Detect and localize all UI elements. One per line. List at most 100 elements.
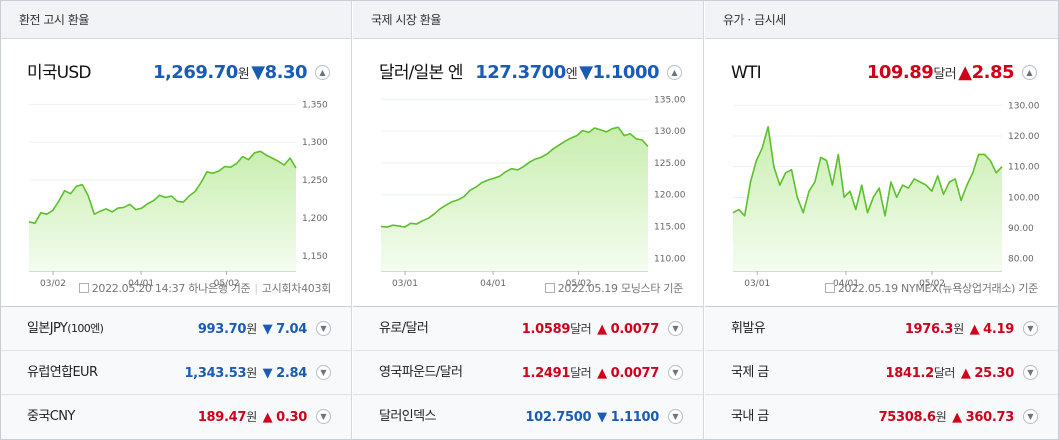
main-rate-panel[interactable]: 미국USD 1,269.70원 ▼8.30 ▲ 1,350 1,300 1,250 1,… <box>1 39 351 307</box>
item-unit: 원 <box>246 410 257 424</box>
y-tick-label: 1,200 <box>302 214 328 224</box>
column-oil-gold: 유가 · 금시세 WTI 109.89달러 ▲2.85 ▲ 130.00 120.0… <box>705 1 1058 439</box>
item-price: 1.2491 <box>521 366 571 381</box>
footer-date: 2022.05.20 14:37 하나은행 기준 <box>91 282 251 295</box>
chevron-down-icon[interactable]: ▼ <box>1023 321 1038 336</box>
series-area <box>29 151 296 271</box>
price-chart: 130.00 120.00 110.00 100.00 90.00 80.00 03/01 0… <box>732 101 1040 287</box>
x-tick-label: 04/01 <box>480 279 506 287</box>
document-icon <box>824 283 835 293</box>
series-area <box>733 126 1002 271</box>
column-header: 환전 고시 환율 <box>1 1 351 39</box>
document-icon <box>78 283 89 293</box>
list-item[interactable]: 국제 금 1841.2달러 ▲ 25.30 ▼ <box>705 351 1058 395</box>
list-item[interactable]: 국내 금 75308.6원 ▲ 360.73 ▼ <box>705 395 1058 439</box>
item-change: 0.30 <box>276 410 307 425</box>
item-value: 1976.3원 ▲ 4.19 <box>905 307 1014 352</box>
rate-list: 휘발유 1976.3원 ▲ 4.19 ▼ 국제 금 1841.2달러 ▲ 25.… <box>705 307 1058 439</box>
chevron-down-icon[interactable]: ▼ <box>668 409 683 424</box>
chevron-down-icon[interactable]: ▼ <box>316 321 331 336</box>
change-arrow-icon: ▲ <box>969 322 980 337</box>
chevron-down-icon[interactable]: ▼ <box>316 365 331 380</box>
column-header: 유가 · 금시세 <box>705 1 1058 39</box>
item-price: 1,343.53 <box>184 366 247 381</box>
x-tick-label: 03/02 <box>40 279 66 287</box>
chevron-down-icon[interactable]: ▼ <box>668 365 683 380</box>
item-price: 1976.3 <box>904 322 954 337</box>
footer-date: 2022.05.19 모닝스타 기준 <box>557 282 684 295</box>
y-tick-label: 1,350 <box>302 100 328 110</box>
chevron-down-icon[interactable]: ▼ <box>668 321 683 336</box>
item-name: 일본JPY <box>27 321 68 336</box>
item-name: 영국파운드/달러 <box>379 365 463 380</box>
item-change: 360.73 <box>965 410 1015 425</box>
series-line <box>28 150 297 225</box>
item-name: 국내 금 <box>731 409 769 424</box>
y-tick-label: 100.00 <box>1008 193 1040 203</box>
chevron-up-icon[interactable]: ▲ <box>1022 65 1037 80</box>
item-change: 0.0077 <box>610 322 660 337</box>
item-unit: 달러 <box>570 322 592 336</box>
footer-extra: 고시회차403회 <box>261 282 332 295</box>
rate-unit: 원 <box>237 67 250 82</box>
item-change: 2.84 <box>276 366 307 381</box>
item-unit: 원 <box>246 322 257 336</box>
list-item[interactable]: 영국파운드/달러 1.2491달러 ▲ 0.0077 ▼ <box>353 351 703 395</box>
item-sub: (100엔) <box>67 322 104 335</box>
chevron-down-icon[interactable]: ▼ <box>1023 365 1038 380</box>
rate-unit: 달러 <box>933 67 957 82</box>
main-rate-name: WTI <box>731 63 762 83</box>
item-unit: 원 <box>953 322 964 336</box>
list-item[interactable]: 중국CNY 189.47원 ▲ 0.30 ▼ <box>1 395 351 439</box>
price-chart: 1,350 1,300 1,250 1,200 1,150 03/02 04/01 05/02 <box>28 100 328 287</box>
item-unit: 달러 <box>933 366 956 380</box>
main-rate-name: 달러/일본 엔 <box>379 63 464 83</box>
main-rate-panel[interactable]: WTI 109.89달러 ▲2.85 ▲ 130.00 120.00 110.00 10… <box>705 39 1058 307</box>
x-tick-label: 04/01 <box>833 279 859 287</box>
item-name: 국제 금 <box>731 365 769 380</box>
chevron-down-icon[interactable]: ▼ <box>316 409 331 424</box>
list-item[interactable]: 일본JPY(100엔) 993.70원 ▼ 7.04 ▼ <box>1 307 351 351</box>
main-rate-name: 미국USD <box>27 63 91 83</box>
item-price: 1.0589 <box>521 322 571 337</box>
item-name: 중국CNY <box>27 409 75 424</box>
change-arrow-icon: ▲ <box>262 410 273 425</box>
series-area <box>381 127 648 271</box>
x-tick-label: 05/02 <box>214 279 240 287</box>
x-tick-label: 05/02 <box>919 279 945 287</box>
rate-value: 1,269.70 <box>152 62 238 83</box>
main-rate-value: 127.3700엔 ▼1.1000 <box>475 61 659 87</box>
y-tick-label: 130.00 <box>1008 101 1040 111</box>
x-tick-label: 05/02 <box>566 279 592 287</box>
item-unit: 달러 <box>570 366 592 380</box>
chevron-up-icon[interactable]: ▲ <box>667 65 682 80</box>
column-international: 국제 시장 환율 달러/일본 엔 127.3700엔 ▼1.1000 ▲ 135.… <box>353 1 704 439</box>
rate-unit: 엔 <box>565 67 578 82</box>
rate-list: 유로/달러 1.0589달러 ▲ 0.0077 ▼ 영국파운드/달러 1.249… <box>353 307 703 439</box>
item-name: 달러인덱스 <box>379 409 436 424</box>
rate-value: 109.89 <box>866 62 934 83</box>
item-value: 1.0589달러 ▲ 0.0077 <box>521 307 660 352</box>
rate-change: 1.1000 <box>592 62 660 83</box>
list-item[interactable]: 유럽연합EUR 1,343.53원 ▼ 2.84 ▼ <box>1 351 351 395</box>
main-rate-panel[interactable]: 달러/일본 엔 127.3700엔 ▼1.1000 ▲ 135.00 130.00 1… <box>353 39 703 307</box>
list-item[interactable]: 휘발유 1976.3원 ▲ 4.19 ▼ <box>705 307 1058 351</box>
change-arrow-icon: ▲ <box>597 322 607 337</box>
list-item[interactable]: 유로/달러 1.0589달러 ▲ 0.0077 ▼ <box>353 307 703 351</box>
change-arrow-icon: ▼ <box>579 62 593 83</box>
y-tick-label: 135.00 <box>654 95 686 105</box>
item-name: 휘발유 <box>731 321 766 336</box>
series-line <box>380 126 649 228</box>
y-tick-label: 1,150 <box>302 252 328 262</box>
rate-list: 일본JPY(100엔) 993.70원 ▼ 7.04 ▼ 유럽연합EUR 1,3… <box>1 307 351 439</box>
y-tick-label: 1,250 <box>302 176 328 186</box>
chevron-down-icon[interactable]: ▼ <box>1023 409 1038 424</box>
item-value: 75308.6원 ▲ 360.73 <box>879 395 1015 440</box>
list-item[interactable]: 달러인덱스 102.7500 ▼ 1.1100 ▼ <box>353 395 703 439</box>
chart-footer: 2022.05.19 NYMEX(뉴욕상업거래소) 기준 <box>824 280 1038 296</box>
y-tick-label: 110.00 <box>654 254 686 264</box>
chart-footer: 2022.05.20 14:37 하나은행 기준 | 고시회차403회 <box>78 280 332 296</box>
item-unit: 원 <box>935 410 947 424</box>
chevron-up-icon[interactable]: ▲ <box>315 65 330 80</box>
item-value: 1.2491달러 ▲ 0.0077 <box>521 351 660 396</box>
